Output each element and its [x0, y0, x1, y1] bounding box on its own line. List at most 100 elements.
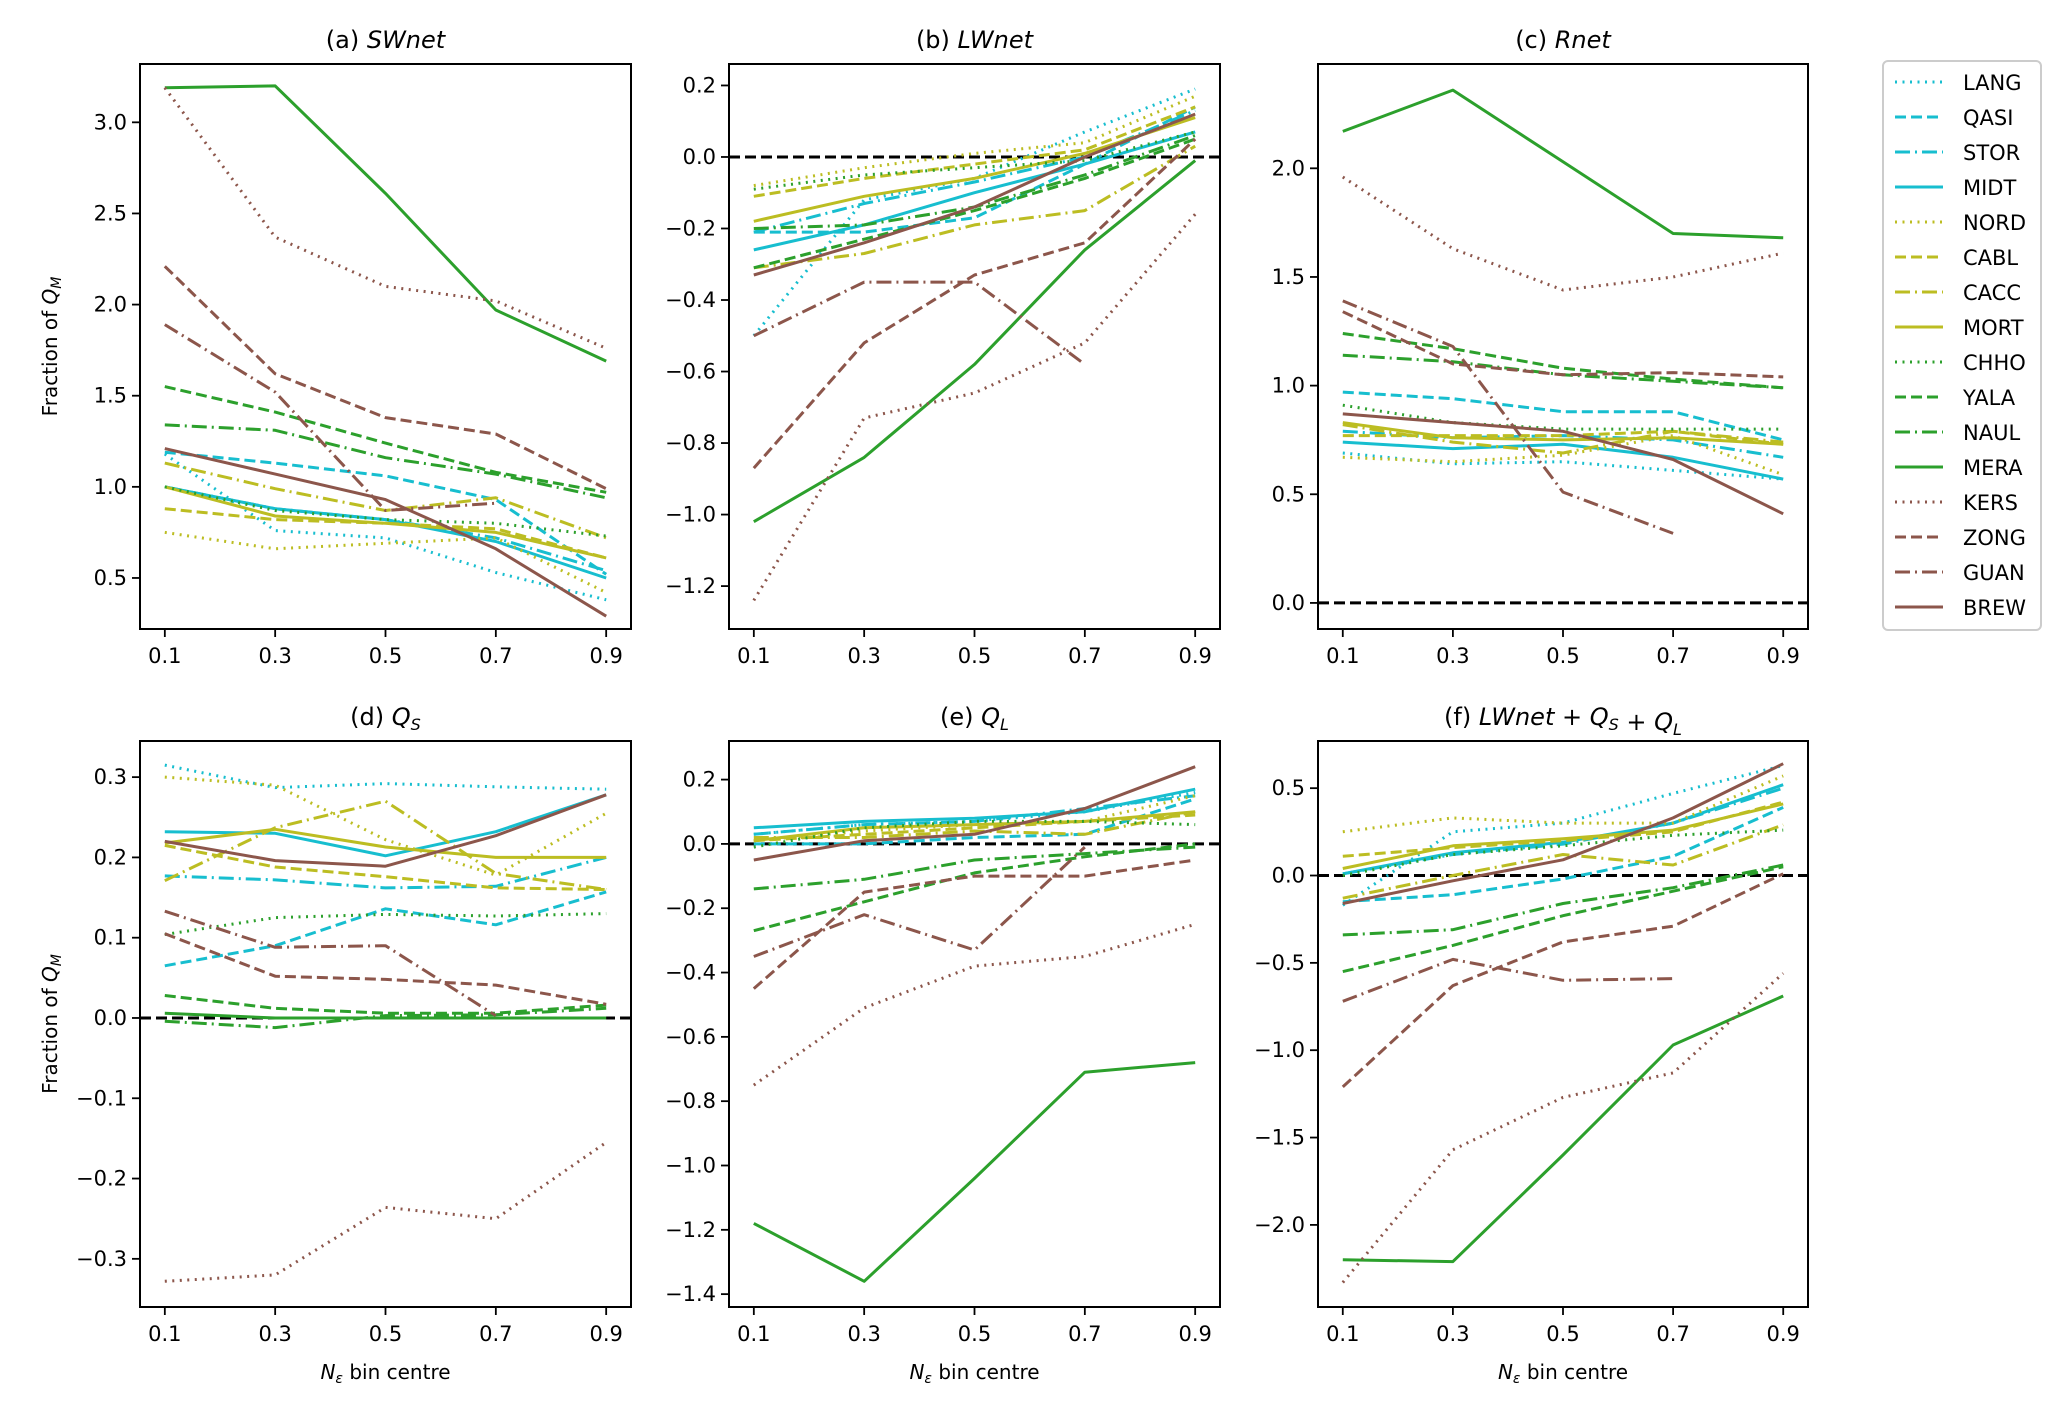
series-line-guan [1342, 957, 1674, 1003]
series-line-naul [753, 845, 1196, 891]
series-line-kers [752, 213, 1197, 602]
series-line-cabl [164, 843, 607, 891]
y-tick-label: 0.3 [94, 765, 127, 789]
x-tick-label: 0.1 [737, 1322, 770, 1346]
series-line-mera [164, 84, 607, 363]
series-line-cabl [753, 105, 1196, 198]
panel-b: (b) LWnet 0.1 0.3 0.5 0.7 0.9 −1.2 −1.0 −0.8 −0.6… [665, 26, 1221, 668]
series-line-kers [1341, 972, 1785, 1284]
x-tick-label: 0.7 [1656, 644, 1689, 668]
series-line-guan [753, 846, 1086, 958]
y-tick-label: 1.0 [94, 475, 127, 499]
series-line-zong [163, 265, 607, 491]
y-tick-label: 3.0 [94, 110, 127, 134]
legend-item-yala: YALA [1895, 386, 2016, 410]
y-tick-label: 2.5 [94, 201, 127, 225]
series-line-mera [164, 1011, 607, 1020]
x-tick-label: 0.1 [1326, 644, 1359, 668]
x-tick-label: 0.9 [1178, 1322, 1211, 1346]
series-line-nord [164, 775, 607, 877]
series-line-qasi [1342, 390, 1784, 442]
series-line-zong [1341, 872, 1784, 1089]
y-tick-label: 1.5 [1272, 265, 1305, 289]
legend-label: ZONG [1963, 526, 2026, 550]
series-line-midt [753, 787, 1196, 830]
series-line-stor [1342, 429, 1784, 459]
legend-item-stor: STOR [1895, 141, 2020, 165]
legend-label: MIDT [1963, 176, 2016, 200]
series-line-brew [164, 793, 607, 868]
x-tick-label: 0.3 [258, 644, 291, 668]
y-tick-label: −0.2 [76, 1167, 127, 1191]
x-tick-label: 0.5 [958, 1322, 991, 1346]
x-axis-label: Nε bin centre [909, 1360, 1039, 1387]
y-tick-label: −0.8 [665, 1089, 716, 1113]
axes-frame [1317, 63, 1809, 630]
series-line-lang [164, 763, 607, 791]
series-line-mort [164, 827, 607, 859]
legend-label: CABL [1963, 246, 2018, 270]
legend-label: CHHO [1963, 351, 2026, 375]
x-axis-label: Nε bin centre [1498, 1360, 1628, 1387]
series-line-cacc [1342, 823, 1784, 900]
series-line-brew [1342, 762, 1784, 905]
series-line-midt [1342, 783, 1784, 876]
series-line-mort [753, 810, 1196, 843]
panel-title: (a) SWnet [326, 26, 447, 54]
series-line-stor [753, 794, 1196, 836]
y-tick-label: −0.2 [665, 896, 716, 920]
x-tick-label: 0.7 [1656, 1322, 1689, 1346]
legend-label: CACC [1963, 281, 2021, 305]
y-axis-label: Fraction of QM [38, 277, 65, 417]
x-tick-label: 0.1 [148, 1322, 181, 1346]
series-line-kers [163, 86, 607, 350]
series-line-qasi [164, 450, 608, 576]
legend: LANG QASI STOR MIDT NORD CABL CACC MORT CHHO YALA… [1882, 60, 2042, 631]
series-line-kers [752, 922, 1196, 1087]
legend-item-mort: MORT [1895, 316, 2024, 340]
y-tick-label: 0.0 [1272, 591, 1305, 615]
y-tick-label: −0.3 [76, 1247, 127, 1271]
series-line-cacc [1342, 423, 1784, 455]
y-tick-label: 0.0 [683, 832, 716, 856]
x-tick-label: 0.5 [1546, 1322, 1579, 1346]
series-line-nord [753, 794, 1196, 843]
series-line-qasi [164, 890, 607, 968]
legend-label: NAUL [1963, 421, 2020, 445]
series-line-guan [164, 909, 497, 1017]
axes-frame [1317, 740, 1809, 1308]
x-tick-label: 0.1 [1326, 1322, 1359, 1346]
series-line-yala [753, 137, 1196, 270]
series-line-chho [1342, 828, 1784, 877]
y-tick-label: −1.0 [1254, 1038, 1305, 1062]
series-line-lang [163, 452, 607, 602]
legend-label: KERS [1963, 491, 2018, 515]
y-tick-label: −1.2 [665, 1218, 716, 1242]
y-tick-label: −0.5 [1254, 951, 1305, 975]
x-tick-label: 0.7 [479, 644, 512, 668]
y-tick-label: 0.5 [1272, 776, 1305, 800]
legend-label: MERA [1963, 456, 2023, 480]
x-tick-label: 0.7 [479, 1322, 512, 1346]
legend-item-guan: GUAN [1895, 561, 2025, 585]
series-line-nord [1342, 774, 1784, 834]
series-line-naul [164, 1006, 607, 1030]
x-tick-label: 0.3 [847, 1322, 880, 1346]
series-line-zong [752, 138, 1197, 470]
y-tick-label: −0.6 [665, 1025, 716, 1049]
series-line-mera [753, 1061, 1196, 1283]
legend-label: BREW [1963, 596, 2026, 620]
y-tick-label: 0.5 [1272, 482, 1305, 506]
x-tick-label: 0.5 [958, 644, 991, 668]
series-line-cacc [753, 810, 1196, 839]
series-line-kers [1341, 175, 1784, 292]
x-tick-label: 0.3 [1436, 644, 1469, 668]
series-line-qasi [753, 797, 1196, 846]
legend-item-nord: NORD [1895, 211, 2026, 235]
series-line-guan [1342, 299, 1674, 535]
series-line-mera [753, 159, 1197, 523]
y-tick-label: −0.4 [665, 961, 716, 985]
legend-label: QASI [1963, 106, 2013, 130]
series-line-cabl [1342, 429, 1784, 446]
